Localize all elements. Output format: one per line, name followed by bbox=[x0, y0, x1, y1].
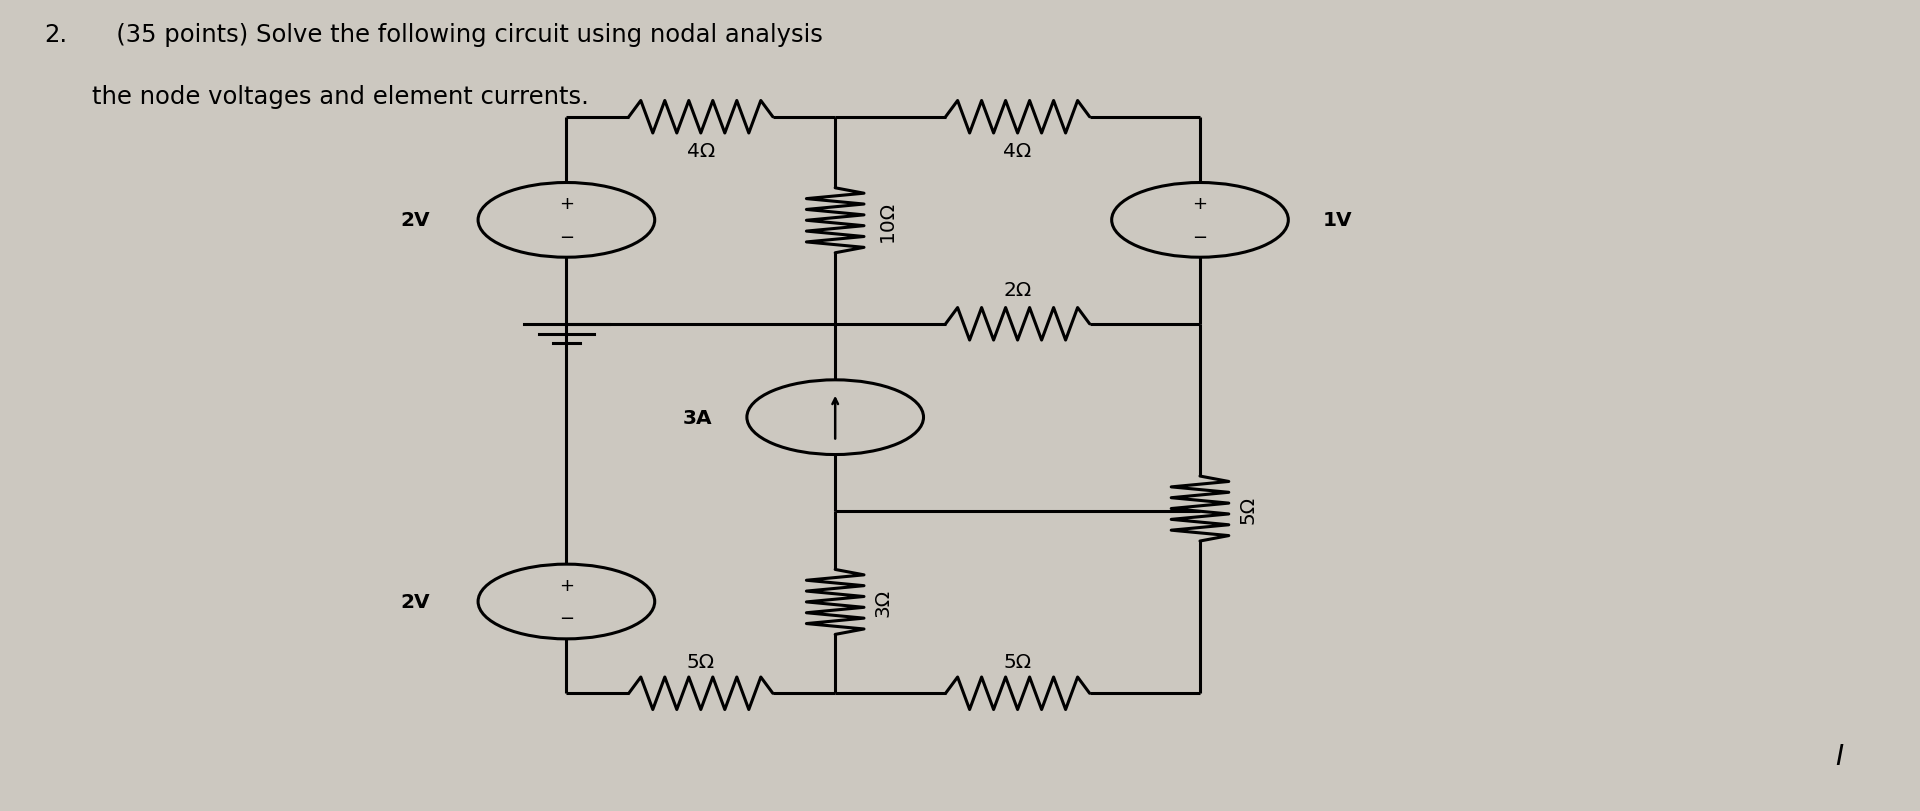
Text: the node voltages and element currents.: the node voltages and element currents. bbox=[92, 85, 589, 109]
Circle shape bbox=[478, 183, 655, 258]
Circle shape bbox=[478, 564, 655, 639]
Text: 10Ω: 10Ω bbox=[877, 200, 897, 242]
Text: 4Ω: 4Ω bbox=[1004, 142, 1031, 161]
Text: 3A: 3A bbox=[684, 408, 712, 427]
Text: −: − bbox=[559, 610, 574, 628]
Text: 2V: 2V bbox=[401, 592, 430, 611]
Text: 5Ω: 5Ω bbox=[1238, 495, 1258, 523]
Circle shape bbox=[1112, 183, 1288, 258]
Text: +: + bbox=[559, 195, 574, 212]
Circle shape bbox=[747, 380, 924, 455]
Text: 4Ω: 4Ω bbox=[687, 142, 714, 161]
Text: 5Ω: 5Ω bbox=[687, 652, 714, 671]
Text: 1V: 1V bbox=[1323, 211, 1352, 230]
Text: 3Ω: 3Ω bbox=[874, 588, 893, 616]
Text: −: − bbox=[559, 229, 574, 247]
Text: I: I bbox=[1836, 742, 1843, 770]
Text: (35 points) Solve the following circuit using nodal analysis: (35 points) Solve the following circuit … bbox=[92, 23, 831, 47]
Text: −: − bbox=[1192, 229, 1208, 247]
Text: +: + bbox=[559, 576, 574, 594]
Text: 2V: 2V bbox=[401, 211, 430, 230]
Text: 2.: 2. bbox=[44, 23, 67, 47]
Text: 2Ω: 2Ω bbox=[1004, 281, 1031, 300]
Text: 5Ω: 5Ω bbox=[1004, 652, 1031, 671]
Text: +: + bbox=[1192, 195, 1208, 212]
